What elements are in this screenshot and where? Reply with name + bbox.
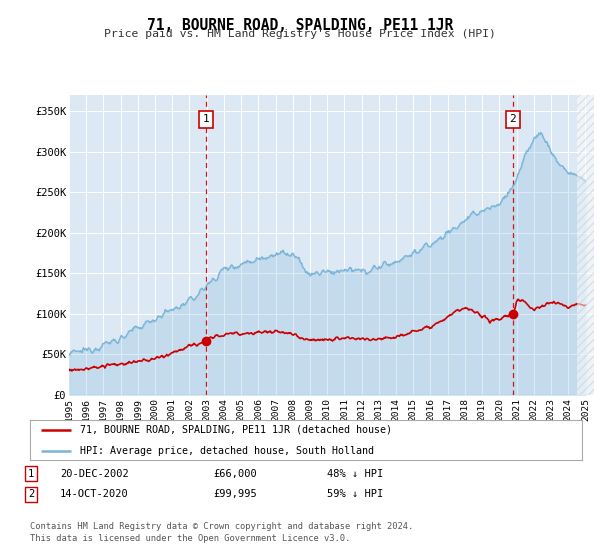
Text: 14-OCT-2020: 14-OCT-2020 — [60, 489, 129, 500]
Bar — [577, 95, 594, 395]
Text: 71, BOURNE ROAD, SPALDING, PE11 1JR: 71, BOURNE ROAD, SPALDING, PE11 1JR — [147, 18, 453, 33]
Text: Price paid vs. HM Land Registry's House Price Index (HPI): Price paid vs. HM Land Registry's House … — [104, 29, 496, 39]
Text: 1: 1 — [28, 469, 34, 479]
Text: 2: 2 — [28, 489, 34, 500]
Text: 59% ↓ HPI: 59% ↓ HPI — [327, 489, 383, 500]
Text: Contains HM Land Registry data © Crown copyright and database right 2024.
This d: Contains HM Land Registry data © Crown c… — [30, 522, 413, 543]
Text: £66,000: £66,000 — [213, 469, 257, 479]
Text: £99,995: £99,995 — [213, 489, 257, 500]
Text: 48% ↓ HPI: 48% ↓ HPI — [327, 469, 383, 479]
Text: 1: 1 — [203, 114, 209, 124]
Text: 71, BOURNE ROAD, SPALDING, PE11 1JR (detached house): 71, BOURNE ROAD, SPALDING, PE11 1JR (det… — [80, 424, 392, 435]
Text: HPI: Average price, detached house, South Holland: HPI: Average price, detached house, Sout… — [80, 446, 374, 456]
Text: 20-DEC-2002: 20-DEC-2002 — [60, 469, 129, 479]
Text: 2: 2 — [509, 114, 517, 124]
